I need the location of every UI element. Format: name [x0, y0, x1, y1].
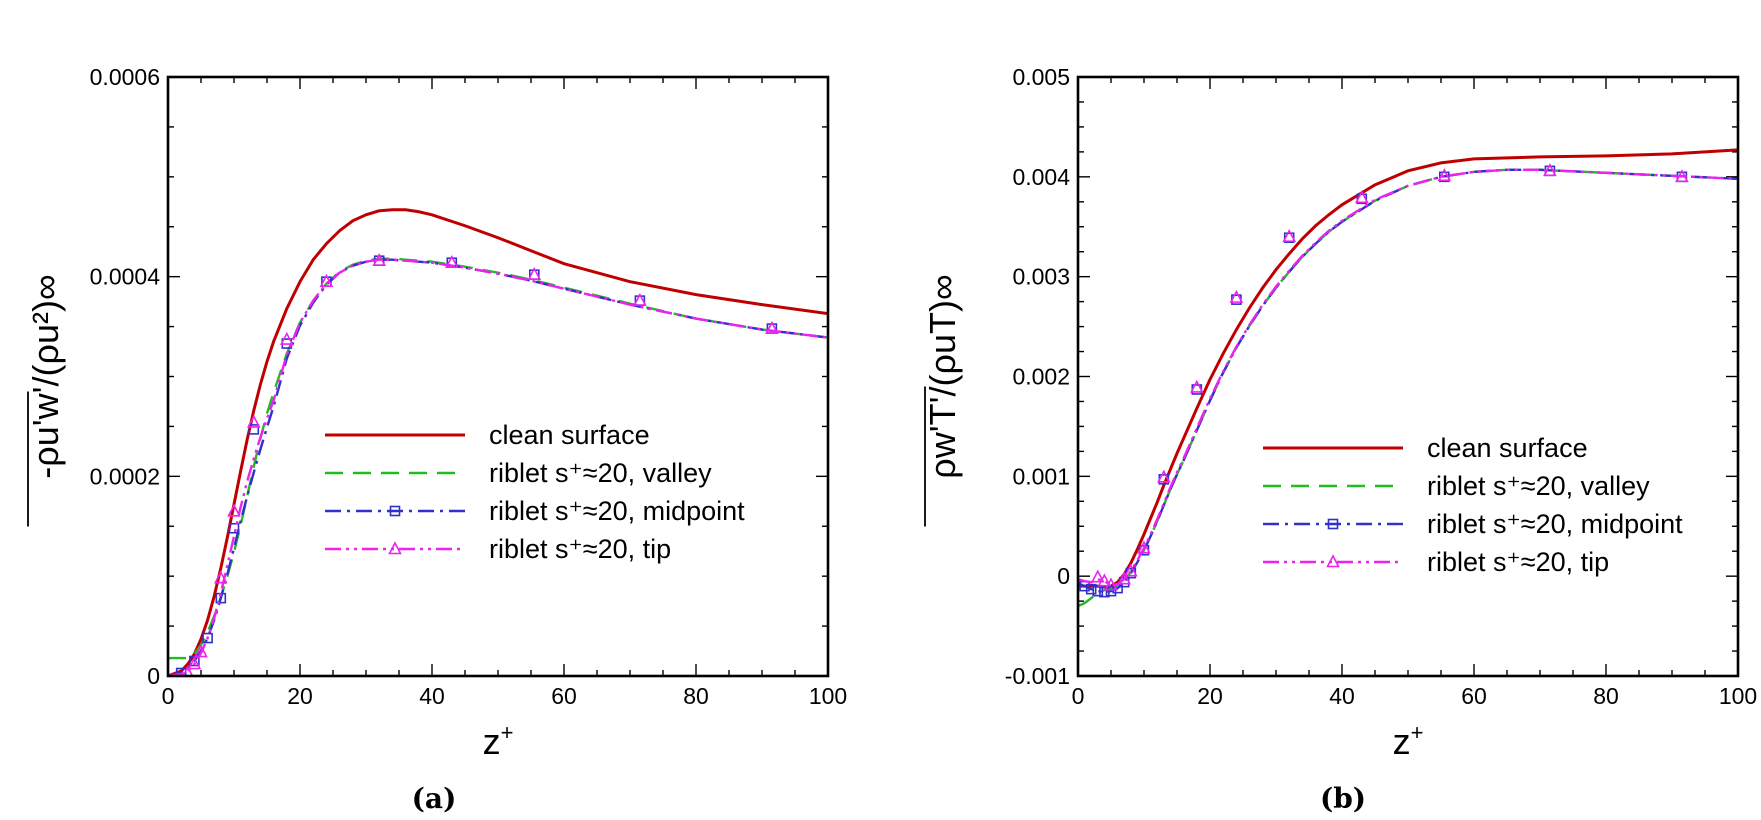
x-tick-label: 80: [1593, 683, 1619, 709]
series-3-marker: [279, 331, 294, 345]
x-axis-label: z+: [483, 720, 514, 762]
series-3-marker: [1437, 168, 1452, 182]
legend-label-2: riblet s⁺≈20, midpoint: [1427, 509, 1683, 539]
series-3-marker: [765, 320, 779, 334]
plot-frame: [166, 75, 830, 678]
legend-marker-2: [1327, 518, 1339, 530]
panel-label: (a): [412, 782, 457, 815]
chart-panel-b: 0 20 40 60 80 100-0.00100.0010.0020.0030.0040…: [922, 64, 1757, 815]
series-line-1: [1078, 168, 1738, 608]
x-tick-label: 20: [1197, 683, 1223, 709]
x-tick-label: 0: [1072, 683, 1085, 709]
y-tick-label: 0.0004: [90, 264, 161, 290]
x-tick-label: 60: [551, 683, 577, 709]
series-3-marker: [372, 252, 387, 266]
series-3-marker: [213, 570, 228, 584]
x-tick-label: 80: [683, 683, 709, 709]
series-3-marker: [194, 644, 208, 658]
series-3-marker: [182, 665, 194, 676]
series-3-marker: [187, 656, 202, 670]
legend-marker-2: [389, 505, 401, 517]
y-axis-label: ρw'T'/(ρuT)∞: [922, 274, 963, 478]
y-tick-label: 0.004: [1012, 164, 1070, 190]
x-tick-label: 100: [1719, 683, 1757, 709]
y-tick-label: 0.005: [1012, 64, 1070, 90]
series-3-marker: [1156, 469, 1171, 483]
series-3-marker: [633, 292, 647, 306]
series-3-marker: [1123, 563, 1138, 577]
x-tick-label: 0: [162, 683, 175, 709]
x-tick-label: 60: [1461, 683, 1487, 709]
series-3-marker: [1097, 573, 1112, 587]
series-3-marker: [527, 266, 542, 280]
y-tick-label: 0.0006: [90, 64, 160, 90]
legend-marker-3: [1326, 554, 1340, 568]
series-line-3: [168, 258, 828, 676]
series-2-marker: [1105, 585, 1117, 597]
y-tick-label: -0.001: [1005, 663, 1070, 689]
series-3-marker: [1675, 169, 1689, 183]
y-tick-label: 0.003: [1012, 264, 1070, 290]
series-3-marker: [1137, 540, 1151, 554]
plot-area: [168, 208, 828, 676]
series-3-marker: [319, 273, 334, 287]
y-tick-label: 0.001: [1012, 463, 1070, 489]
series-2-marker: [1099, 586, 1110, 598]
y-tick-label: 0: [1057, 563, 1070, 589]
legend: clean surface riblet s⁺≈20, valley riblet …: [325, 420, 745, 564]
legend-marker-3: [388, 541, 402, 555]
series-3-marker: [1282, 229, 1297, 243]
legend-label-3: riblet s⁺≈20, tip: [489, 534, 671, 564]
plot-area: [1078, 148, 1738, 608]
legend: clean surface riblet s⁺≈20, valley riblet …: [1263, 433, 1683, 577]
legend-label-1: riblet s⁺≈20, valley: [489, 458, 712, 488]
series-2-marker: [228, 522, 240, 534]
series-3-marker: [227, 503, 241, 517]
y-axis-label: -ρu'w'/(ρu²)∞: [25, 274, 66, 478]
legend-label-1: riblet s⁺≈20, valley: [1427, 471, 1650, 501]
x-tick-label: 40: [419, 683, 445, 709]
series-line-0: [168, 208, 828, 676]
legend-label-0: clean surface: [1427, 433, 1588, 463]
series-2-marker: [1092, 585, 1104, 597]
legend-label-2: riblet s⁺≈20, midpoint: [489, 496, 745, 526]
series-3-marker: [246, 414, 261, 428]
legend-label-3: riblet s⁺≈20, tip: [1427, 547, 1609, 577]
series-2-marker: [202, 632, 213, 644]
y-tick-label: 0: [147, 663, 160, 689]
legend-label-0: clean surface: [489, 420, 650, 450]
series-2-marker: [1085, 583, 1097, 595]
x-tick-label: 40: [1329, 683, 1355, 709]
panel-label: (b): [1320, 782, 1366, 815]
series-3-marker: [1090, 569, 1105, 583]
x-tick-label: 100: [809, 683, 847, 709]
x-axis-label: z+: [1393, 720, 1424, 762]
x-tick-label: 20: [287, 683, 313, 709]
series-3-marker: [1104, 577, 1118, 591]
series-3-marker: [1117, 571, 1132, 585]
series-3-marker: [1543, 163, 1557, 177]
series-2-marker: [248, 424, 260, 435]
y-tick-label: 0.0002: [90, 463, 160, 489]
series-2-marker: [175, 667, 187, 676]
series-3-marker: [444, 254, 459, 268]
series-3-marker: [1189, 379, 1204, 393]
plot-frame: [1076, 75, 1740, 678]
series-3-marker: [1354, 190, 1369, 204]
chart-panel-a: 0 20 40 60 80 100 0 0.0002 0.0004 0.0006 z+ -ρu'w'/…: [25, 64, 847, 815]
y-tick-label: 0.002: [1012, 364, 1070, 390]
series-3-marker: [1229, 289, 1244, 303]
